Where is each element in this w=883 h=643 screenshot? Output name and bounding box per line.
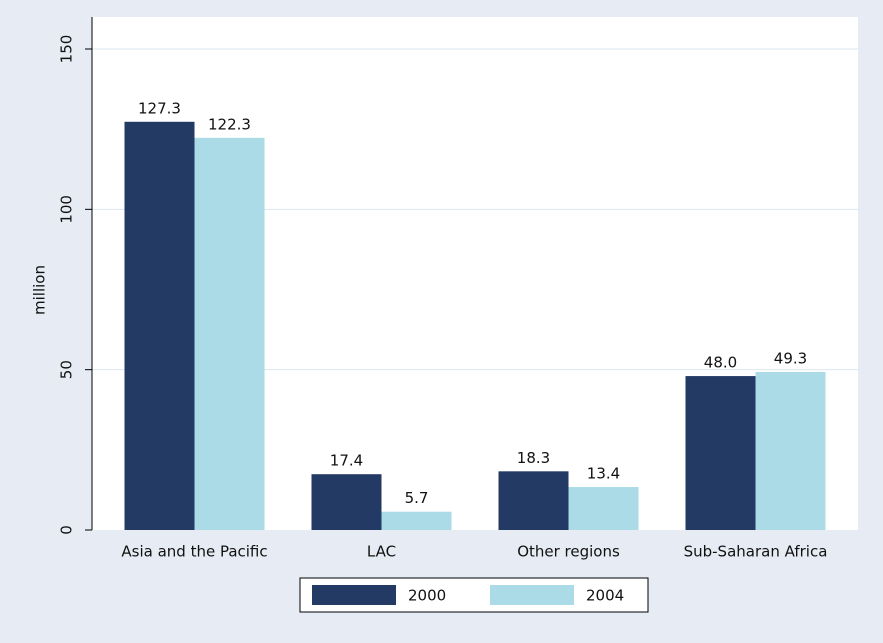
y-tick-label: 0 [58,525,76,535]
data-label: 49.3 [774,349,807,367]
y-tick-label: 150 [58,35,76,64]
bar [568,487,639,530]
x-tick-label: Sub-Saharan Africa [684,543,828,561]
data-label: 13.4 [587,465,620,483]
y-axis-label: million [31,265,49,315]
legend-swatch [490,585,574,605]
data-label: 122.3 [208,115,251,133]
legend-label: 2004 [586,587,624,605]
data-label: 48.0 [704,354,737,372]
y-tick-label: 50 [58,360,76,379]
data-label: 17.4 [330,452,363,470]
bar [124,121,195,531]
data-label: 127.3 [138,99,181,117]
x-tick-label: Other regions [517,543,620,561]
data-label: 18.3 [517,449,550,467]
bar [498,471,569,530]
bar [381,511,452,530]
bar [194,137,265,531]
x-tick-label: Asia and the Pacific [121,543,267,561]
legend-label: 2000 [408,587,446,605]
legend-swatch [312,585,396,605]
y-tick-label: 100 [58,195,76,224]
bar [685,376,756,530]
bar [755,371,826,530]
bar [311,474,382,530]
data-label: 5.7 [405,489,429,507]
x-tick-label: LAC [367,543,396,561]
